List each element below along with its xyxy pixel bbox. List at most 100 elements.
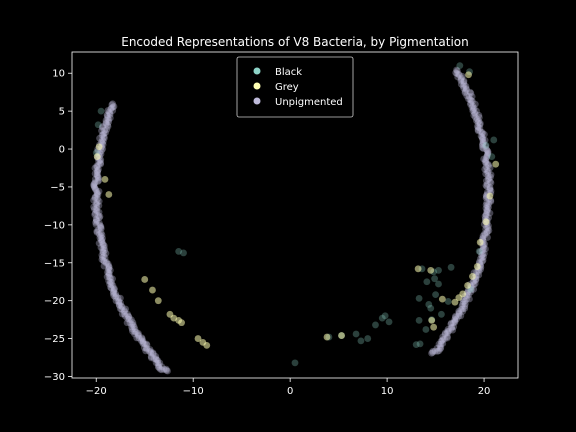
scatter-point-unpigmented [429,349,437,356]
scatter-point-unpigmented [455,309,463,317]
scatter-point-unpigmented [98,136,106,144]
scatter-point-unpigmented [485,162,493,169]
scatter-point-unpigmented [486,185,494,193]
scatter-point-unpigmented [112,294,119,301]
scatter-point-unpigmented [100,244,108,252]
scatter-point-unpigmented [121,308,128,316]
scatter-point-unpigmented [97,236,105,244]
scatter-point-unpigmented [154,359,162,367]
scatter-point-unpigmented [449,326,457,334]
scatter-point-grey [469,273,476,280]
scatter-point-unpigmented [471,100,479,108]
scatter-point-unpigmented [475,271,483,279]
scatter-point-unpigmented [431,347,439,355]
scatter-point-unpigmented [112,290,120,298]
scatter-point-unpigmented [484,234,491,241]
scatter-point-unpigmented [473,268,480,276]
scatter-point-unpigmented [486,178,494,186]
scatter-point-grey [178,319,185,327]
scatter-point-unpigmented [135,329,142,337]
scatter-point-unpigmented [104,260,112,268]
scatter-point-unpigmented [95,197,103,205]
scatter-point-unpigmented [476,119,484,127]
scatter-point-unpigmented [162,365,170,373]
scatter-point-unpigmented [93,198,101,206]
scatter-point-unpigmented [153,356,160,364]
scatter-point-unpigmented [455,310,463,318]
scatter-point-unpigmented [433,344,441,352]
scatter-point-unpigmented [138,335,146,343]
scatter-point-unpigmented [470,281,478,288]
scatter-point-unpigmented [93,189,101,196]
scatter-point-unpigmented [110,287,117,295]
scatter-point-grey [323,333,331,341]
scatter-point-unpigmented [112,292,120,300]
scatter-point-unpigmented [105,269,113,277]
scatter-point-unpigmented [479,246,487,254]
scatter-point-unpigmented [459,300,467,308]
scatter-point-unpigmented [134,331,142,339]
scatter-point-unpigmented [483,166,491,174]
scatter-point-unpigmented [95,230,103,238]
scatter-point-unpigmented [97,160,105,168]
scatter-point-unpigmented [452,312,459,320]
scatter-point-unpigmented [141,340,148,348]
scatter-point-unpigmented [105,271,113,279]
scatter-point-grey [473,263,481,270]
scatter-point-unpigmented [480,253,487,261]
y-axis: 10 5 0 −5 −10 −15 −20 −25 −30 [44,69,72,383]
scatter-point-unpigmented [486,209,494,217]
scatter-point-unpigmented [106,278,114,286]
scatter-point-unpigmented [483,180,491,188]
scatter-point-unpigmented [131,330,139,338]
scatter-point-black [357,337,365,345]
scatter-point-unpigmented [97,232,105,240]
scatter-point-unpigmented [482,225,490,233]
scatter-point-unpigmented [469,107,477,115]
scatter-point-black [416,340,424,348]
scatter-point-unpigmented [96,221,104,229]
scatter-point-unpigmented [135,332,142,340]
scatter-point-unpigmented [96,213,104,220]
scatter-point-grey [464,282,471,289]
scatter-point-unpigmented [99,253,106,261]
scatter-point-unpigmented [482,245,489,253]
scatter-point-unpigmented [126,319,134,327]
scatter-point-unpigmented [474,127,482,135]
scatter-point-unpigmented [479,232,487,240]
scatter-point-unpigmented [94,178,102,185]
scatter-point-unpigmented [93,190,101,197]
scatter-point-unpigmented [100,252,108,260]
scatter-point-unpigmented [104,123,112,130]
scatter-point-unpigmented [465,291,472,299]
scatter-point-unpigmented [458,74,465,82]
scatter-point-black [94,121,102,129]
legend-marker-grey [253,82,261,90]
scatter-point-unpigmented [127,316,135,324]
scatter-point-unpigmented [99,241,107,249]
scatter-point-unpigmented [469,102,477,110]
scatter-point-unpigmented [131,328,139,335]
scatter-point-unpigmented [125,316,133,323]
scatter-point-unpigmented [93,228,101,236]
scatter-point-unpigmented [105,264,113,272]
scatter-point-unpigmented [105,266,112,273]
scatter-point-unpigmented [110,286,118,294]
scatter-point-unpigmented [478,130,486,137]
scatter-point-unpigmented [468,93,476,100]
scatter-point-unpigmented [459,298,467,306]
scatter-point-black [432,291,439,298]
scatter-point-unpigmented [467,100,474,108]
scatter-point-unpigmented [460,77,468,85]
scatter-point-unpigmented [475,114,483,121]
scatter-point-unpigmented [100,262,108,270]
scatter-point-unpigmented [476,248,484,255]
scatter-point-unpigmented [447,319,455,327]
scatter-point-unpigmented [460,84,468,92]
scatter-point-unpigmented [483,152,491,160]
scatter-point-unpigmented [436,342,444,350]
scatter-point-unpigmented [93,207,101,215]
scatter-point-unpigmented [479,144,486,152]
scatter-point-unpigmented [447,320,455,328]
scatter-point-black [291,359,299,367]
